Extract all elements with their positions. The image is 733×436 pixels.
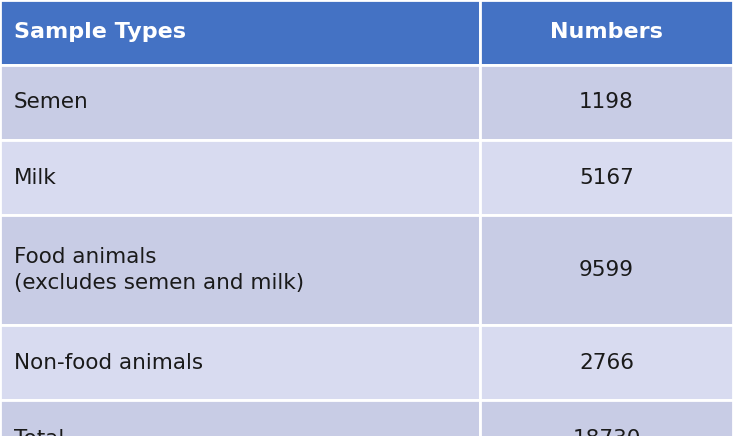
- Bar: [480, 215, 733, 325]
- Bar: [480, 0, 733, 65]
- Text: 18730: 18730: [572, 429, 641, 436]
- Bar: [0, 140, 480, 215]
- Text: Semen: Semen: [14, 92, 89, 112]
- Bar: [0, 325, 480, 400]
- Bar: [0, 65, 480, 140]
- Bar: [480, 325, 733, 400]
- Text: 5167: 5167: [579, 167, 634, 187]
- Text: Total: Total: [14, 429, 65, 436]
- Text: 1198: 1198: [579, 92, 634, 112]
- Bar: [0, 0, 480, 65]
- Bar: [480, 65, 733, 140]
- Bar: [0, 215, 480, 325]
- Text: 9599: 9599: [579, 260, 634, 280]
- Bar: [480, 400, 733, 436]
- Text: Numbers: Numbers: [550, 23, 663, 42]
- Bar: [480, 140, 733, 215]
- Text: Sample Types: Sample Types: [14, 23, 186, 42]
- Text: 2766: 2766: [579, 352, 634, 372]
- Bar: [0, 400, 480, 436]
- Text: Non-food animals: Non-food animals: [14, 352, 203, 372]
- Text: Milk: Milk: [14, 167, 56, 187]
- Text: Food animals
(excludes semen and milk): Food animals (excludes semen and milk): [14, 247, 304, 293]
